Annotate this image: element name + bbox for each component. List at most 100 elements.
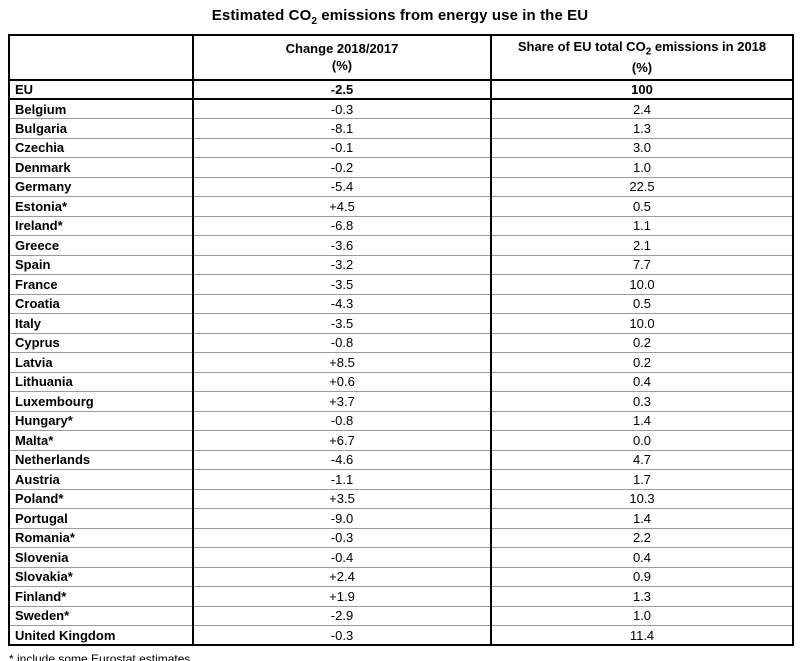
table-row: Sweden* -2.9 1.0	[8, 605, 794, 626]
country-cell: Slovakia*	[8, 566, 194, 587]
change-cell: -0.8	[192, 410, 492, 431]
share-cell: 0.9	[490, 566, 794, 587]
country-cell: Finland*	[8, 586, 194, 607]
change-cell: +6.7	[192, 430, 492, 451]
change-cell: -0.8	[192, 332, 492, 353]
table-row: France -3.5 10.0	[8, 274, 794, 295]
co2-subscript: 2	[645, 46, 652, 58]
share-cell: 100	[490, 78, 794, 101]
table-body: EU -2.5 100 Belgium -0.3 2.4 Bulgaria -8…	[8, 78, 794, 647]
header-share-column: Share of EU total CO2 emissions in 2018 (…	[490, 34, 794, 81]
table-row: Romania* -0.3 2.2	[8, 527, 794, 548]
country-cell: Ireland*	[8, 215, 194, 236]
table-row: Belgium -0.3 2.4	[8, 98, 794, 119]
table-row: Austria -1.1 1.7	[8, 469, 794, 490]
footnote: * include some Eurostat estimates	[9, 652, 191, 661]
share-cell: 1.1	[490, 215, 794, 236]
share-cell: 0.2	[490, 352, 794, 373]
country-cell: Italy	[8, 313, 194, 334]
change-cell: -0.3	[192, 527, 492, 548]
country-cell: Czechia	[8, 137, 194, 158]
change-cell: -6.8	[192, 215, 492, 236]
table-row: Portugal -9.0 1.4	[8, 508, 794, 529]
share-cell: 0.4	[490, 371, 794, 392]
country-cell: Spain	[8, 254, 194, 275]
table-row: EU -2.5 100	[8, 78, 794, 101]
share-cell: 0.3	[490, 391, 794, 412]
country-cell: EU	[8, 78, 194, 101]
change-cell: +0.6	[192, 371, 492, 392]
country-cell: Hungary*	[8, 410, 194, 431]
table-row: Slovenia -0.4 0.4	[8, 547, 794, 568]
table-row: Denmark -0.2 1.0	[8, 157, 794, 178]
table-row: Spain -3.2 7.7	[8, 254, 794, 275]
country-cell: Latvia	[8, 352, 194, 373]
change-cell: -8.1	[192, 118, 492, 139]
page-title: Estimated CO2 emissions from energy use …	[0, 0, 800, 27]
share-cell: 0.5	[490, 293, 794, 314]
change-cell: -3.2	[192, 254, 492, 275]
country-cell: Bulgaria	[8, 118, 194, 139]
country-cell: Austria	[8, 469, 194, 490]
share-cell: 1.4	[490, 410, 794, 431]
country-cell: Poland*	[8, 488, 194, 509]
share-cell: 1.0	[490, 157, 794, 178]
table-row: United Kingdom -0.3 11.4	[8, 625, 794, 647]
share-cell: 10.3	[490, 488, 794, 509]
table-row: Italy -3.5 10.0	[8, 313, 794, 334]
table-row: Germany -5.4 22.5	[8, 176, 794, 197]
country-cell: Slovenia	[8, 547, 194, 568]
change-cell: +1.9	[192, 586, 492, 607]
change-cell: -0.3	[192, 625, 492, 647]
header-change-line2: (%)	[331, 58, 353, 74]
country-cell: Luxembourg	[8, 391, 194, 412]
country-cell: France	[8, 274, 194, 295]
country-cell: Germany	[8, 176, 194, 197]
change-cell: +2.4	[192, 566, 492, 587]
country-cell: Denmark	[8, 157, 194, 178]
header-change-line1: Change 2018/2017	[285, 40, 399, 56]
share-cell: 4.7	[490, 449, 794, 470]
header-share-prefix: Share of EU total CO	[517, 39, 646, 54]
header-share-suffix: emissions in 2018	[651, 39, 767, 54]
share-cell: 1.3	[490, 118, 794, 139]
share-cell: 0.5	[490, 196, 794, 217]
table-row: Slovakia* +2.4 0.9	[8, 566, 794, 587]
change-cell: -9.0	[192, 508, 492, 529]
emissions-table: Change 2018/2017 (%) Share of EU total CO…	[8, 34, 794, 647]
country-cell: Sweden*	[8, 605, 194, 626]
header-country-column	[8, 34, 194, 81]
table-row: Latvia +8.5 0.2	[8, 352, 794, 373]
change-cell: +3.7	[192, 391, 492, 412]
change-cell: +4.5	[192, 196, 492, 217]
change-cell: -0.4	[192, 547, 492, 568]
country-cell: Netherlands	[8, 449, 194, 470]
share-cell: 0.0	[490, 430, 794, 451]
table-header-row: Change 2018/2017 (%) Share of EU total CO…	[8, 34, 794, 81]
table-row: Hungary* -0.8 1.4	[8, 410, 794, 431]
share-cell: 1.0	[490, 605, 794, 626]
table-row: Poland* +3.5 10.3	[8, 488, 794, 509]
change-cell: -2.5	[192, 78, 492, 101]
table-row: Ireland* -6.8 1.1	[8, 215, 794, 236]
header-change-column: Change 2018/2017 (%)	[192, 34, 492, 81]
table-row: Greece -3.6 2.1	[8, 235, 794, 256]
change-cell: -3.5	[192, 274, 492, 295]
co2-subscript: 2	[311, 16, 318, 27]
table-row: Netherlands -4.6 4.7	[8, 449, 794, 470]
country-cell: Greece	[8, 235, 194, 256]
table-row: Finland* +1.9 1.3	[8, 586, 794, 607]
share-cell: 1.4	[490, 508, 794, 529]
change-cell: -3.6	[192, 235, 492, 256]
country-cell: Estonia*	[8, 196, 194, 217]
country-cell: Lithuania	[8, 371, 194, 392]
share-cell: 0.4	[490, 547, 794, 568]
table-row: Croatia -4.3 0.5	[8, 293, 794, 314]
change-cell: +8.5	[192, 352, 492, 373]
country-cell: Cyprus	[8, 332, 194, 353]
share-cell: 10.0	[490, 274, 794, 295]
share-cell: 7.7	[490, 254, 794, 275]
table-row: Bulgaria -8.1 1.3	[8, 118, 794, 139]
change-cell: -2.9	[192, 605, 492, 626]
